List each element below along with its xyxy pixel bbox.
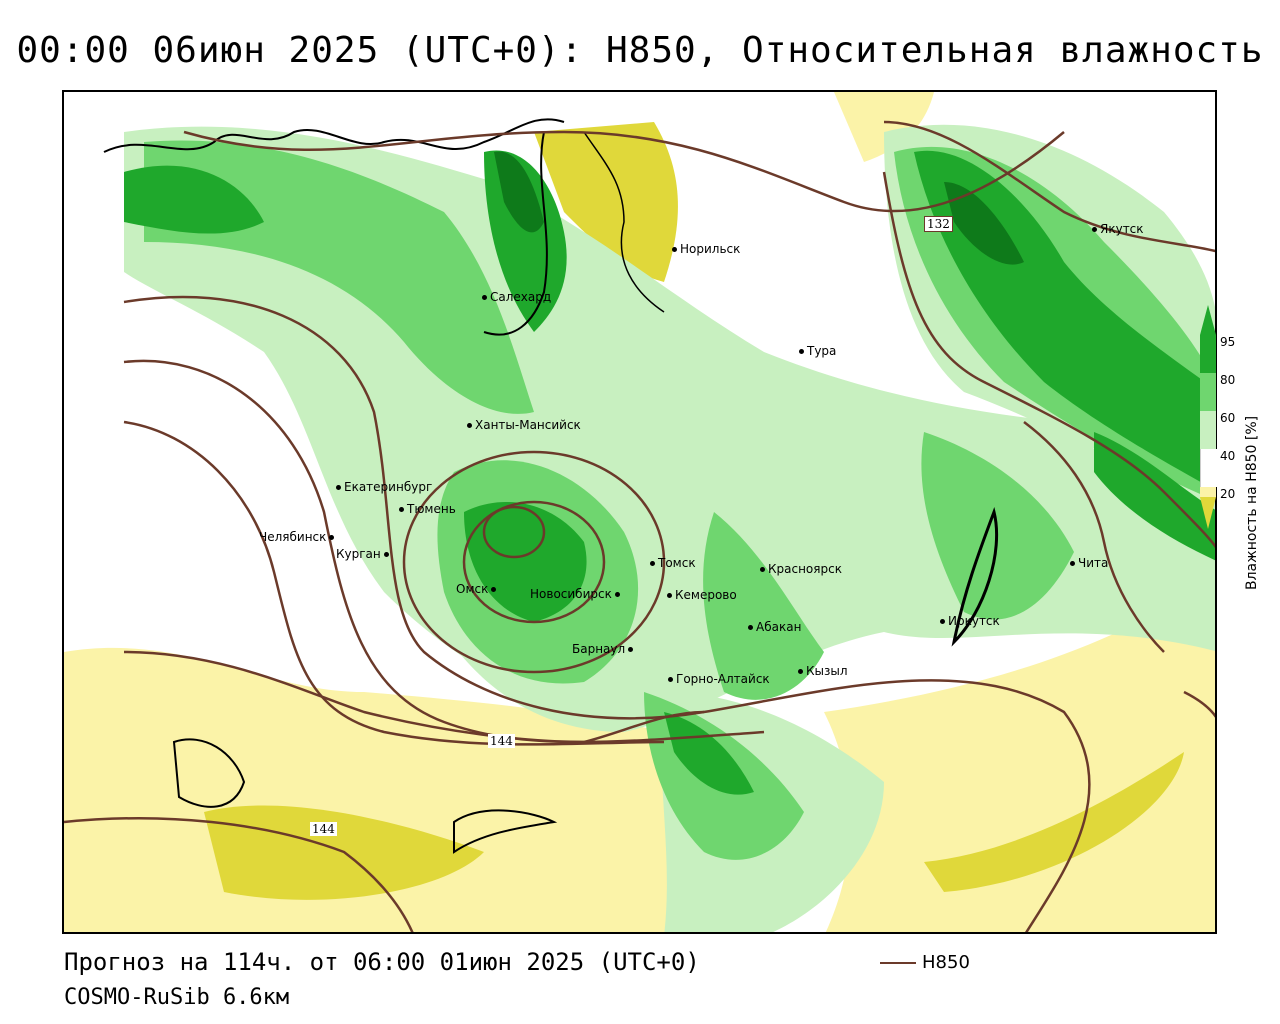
model-name: COSMO-RuSib 6.6км: [64, 985, 290, 1010]
humidity-field: [64, 92, 1215, 932]
legend-top-triangle: [1200, 305, 1216, 335]
city-tomsk: Томск: [650, 556, 696, 570]
city-kurgan: Курган: [336, 547, 392, 561]
legend-band-40: [1200, 449, 1217, 487]
city-yakutsk: Якутск: [1092, 222, 1144, 236]
city-krasnoyarsk: Красноярск: [760, 562, 842, 576]
city-tyumen: Тюмень: [399, 502, 456, 516]
city-chelyabinsk: Челябинск: [259, 530, 337, 544]
isoline-label: 144: [488, 734, 515, 748]
legend-tick: 20: [1220, 487, 1236, 501]
city-barnaul: Барнаул: [572, 642, 636, 656]
legend-band-20: [1200, 487, 1216, 497]
legend-tick: 80: [1220, 373, 1236, 387]
city-abakan: Абакан: [748, 620, 801, 634]
city-salekhard: Салехард: [482, 290, 551, 304]
city-tura: Тура: [799, 344, 836, 358]
legend-tick: 40: [1220, 449, 1236, 463]
city-irkutsk: Иркутск: [940, 614, 1000, 628]
city-yekaterinburg: Екатеринбург: [336, 480, 432, 494]
legend-tick: 95: [1220, 335, 1236, 349]
map-panel: Норильск Якутск Салехард Тура Ханты-Манс…: [62, 90, 1217, 934]
isoline-swatch: [880, 962, 916, 964]
legend-tick: 60: [1220, 411, 1236, 425]
legend-bottom-triangle: [1200, 497, 1216, 529]
city-chita: Чита: [1070, 556, 1108, 570]
legend-title: Влажность на H850 [%]: [1244, 415, 1260, 590]
legend-band-80: [1200, 373, 1216, 411]
city-norilsk: Норильск: [672, 242, 740, 256]
city-gorno-altaysk: Горно-Алтайск: [668, 672, 770, 686]
isoline-legend-label: H850: [922, 952, 970, 973]
isoline-label: 144: [310, 822, 337, 836]
map-title: 00:00 06июн 2025 (UTC+0): H850, Относите…: [16, 30, 1264, 71]
city-novosibirsk: Новосибирск: [530, 587, 623, 601]
isoline-legend: H850: [880, 952, 970, 973]
forecast-info: Прогноз на 114ч. от 06:00 01июн 2025 (UT…: [64, 948, 700, 976]
city-kemerovo: Кемерово: [667, 588, 737, 602]
isoline-label: 132: [924, 216, 953, 232]
legend-band-95: [1200, 335, 1216, 373]
humidity-legend: 95 80 60 40 20: [1200, 305, 1280, 545]
city-khanty-mansiysk: Ханты-Мансийск: [467, 418, 581, 432]
city-kyzyl: Кызыл: [798, 664, 848, 678]
legend-band-60: [1200, 411, 1216, 449]
city-omsk: Омск: [456, 582, 499, 596]
